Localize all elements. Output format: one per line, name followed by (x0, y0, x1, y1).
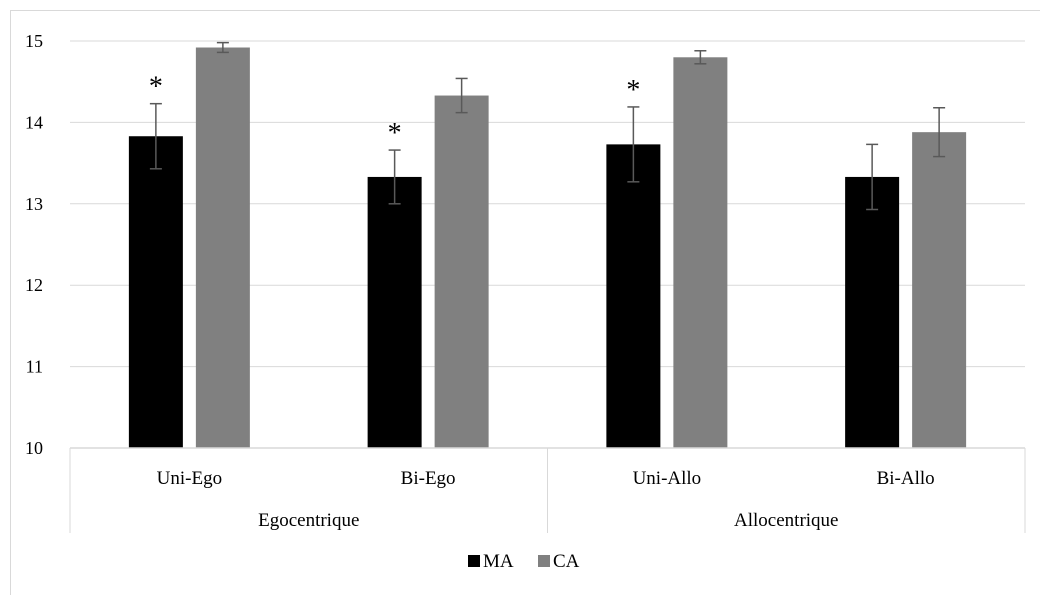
x-category-label: Uni-Ego (157, 468, 222, 489)
significance-markers: * * * (149, 72, 641, 149)
x-group-label: Egocentrique (258, 510, 359, 531)
y-tick-label: 11 (26, 357, 43, 377)
significance-asterisk: * (149, 72, 163, 103)
bar-ma (606, 144, 661, 449)
bars (128, 47, 967, 449)
y-tick-label: 15 (25, 31, 43, 51)
legend-label-ma: MA (483, 551, 514, 572)
x-axis: Uni-Ego Bi-Ego Uni-Allo Bi-Allo Egocentrique… (69, 447, 1026, 533)
y-tick-label: 14 (25, 112, 43, 132)
bar-ca (434, 95, 489, 449)
legend-swatch-ma (468, 555, 480, 567)
error-bars (149, 41, 946, 211)
bar-ca (912, 132, 967, 448)
bar-ca (673, 57, 728, 448)
chart-frame: 10 11 12 13 14 15 * * * Uni-Ego Bi-Ego Uni-Allo Bi… (10, 10, 1040, 595)
bar-chart: 10 11 12 13 14 15 * * * Uni-Ego Bi-Ego Uni-Allo Bi… (25, 31, 1026, 572)
bar-ma (128, 136, 183, 448)
y-tick-label: 10 (25, 438, 43, 458)
bar-ma (845, 176, 900, 449)
legend: MA CA (468, 551, 580, 572)
x-category-label: Bi-Allo (877, 468, 935, 489)
y-axis-tick-labels: 10 11 12 13 14 15 (25, 31, 43, 458)
significance-asterisk: * (626, 75, 640, 106)
bar-ca (195, 47, 250, 449)
y-tick-label: 13 (25, 194, 43, 214)
significance-asterisk: * (388, 118, 402, 149)
y-tick-label: 12 (25, 275, 43, 295)
x-category-label: Bi-Ego (401, 468, 456, 489)
x-group-label: Allocentrique (734, 510, 838, 531)
bar-ma (367, 176, 422, 449)
legend-swatch-ca (538, 555, 550, 567)
legend-label-ca: CA (553, 551, 580, 572)
x-category-label: Uni-Allo (633, 468, 702, 489)
